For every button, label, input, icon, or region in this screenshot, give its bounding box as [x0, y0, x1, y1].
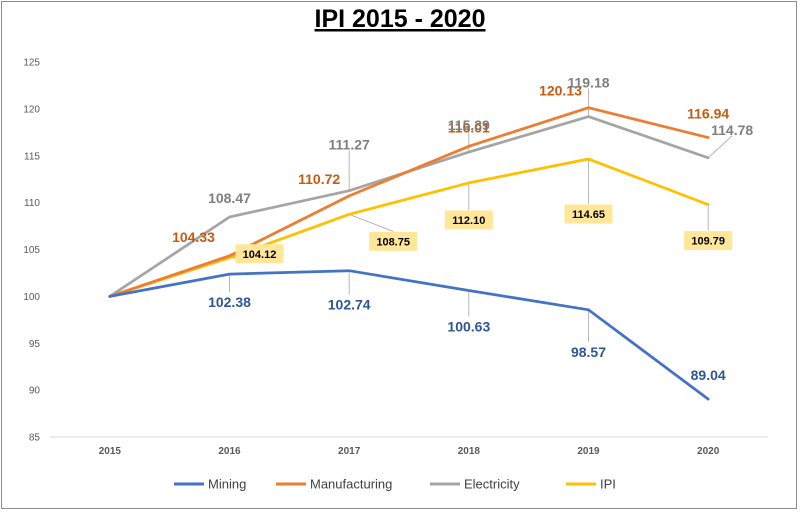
data-label: 98.57	[571, 344, 606, 360]
x-axis-ticks: 2015 2016 2017 2018 2019 2020	[99, 446, 720, 457]
y-tick-label: 100	[23, 292, 40, 303]
data-label: 111.27	[329, 137, 370, 153]
data-label: 102.38	[208, 294, 251, 310]
data-label: 104.12	[243, 249, 277, 261]
data-label-box	[444, 210, 493, 230]
data-labels: 102.38 102.74 100.63 98.57 89.04 104.33 110.72…	[172, 75, 753, 384]
series-line-electricity	[108, 115, 710, 298]
data-label: 102.74	[328, 297, 371, 313]
y-tick-label: 105	[23, 245, 40, 256]
legend-label-electricity: Electricity	[464, 477, 520, 492]
y-tick-label: 125	[23, 58, 40, 69]
x-tick-label: 2015	[99, 446, 122, 457]
series-line-manufacturing	[108, 106, 710, 298]
data-label: 108.47	[208, 190, 251, 206]
y-tick-label: 115	[24, 151, 40, 162]
legend: Mining Manufacturing Electricity IPI	[174, 477, 616, 492]
data-label: 104.33	[172, 229, 215, 245]
label-leader	[349, 213, 394, 232]
y-tick-label: 110	[24, 198, 40, 209]
x-tick-label: 2018	[458, 446, 481, 457]
data-label-box	[235, 244, 284, 264]
data-label: 108.75	[376, 236, 410, 248]
data-label: 116.01	[448, 119, 490, 135]
data-label: 120.13	[539, 83, 582, 99]
data-label: 110.72	[298, 171, 340, 187]
data-label: 119.18	[567, 75, 609, 91]
series-line-mining	[108, 269, 710, 401]
legend-label-manufacturing: Manufacturing	[310, 477, 392, 492]
data-label: 100.63	[447, 318, 490, 334]
data-label: 115.39	[448, 117, 490, 133]
data-label: 116.94	[687, 106, 729, 122]
data-label-box	[684, 231, 733, 251]
x-tick-label: 2017	[338, 446, 361, 457]
label-leader	[707, 135, 733, 159]
data-label: 114.65	[572, 209, 605, 221]
y-tick-label: 90	[29, 386, 41, 397]
data-label: 112.10	[452, 215, 485, 227]
series-lines	[108, 106, 710, 401]
y-axis-ticks: 85 90 95 100 105 110 115 120 125	[23, 58, 40, 444]
x-tick-label: 2016	[218, 446, 241, 457]
y-tick-label: 120	[23, 104, 40, 115]
data-label: 89.04	[691, 367, 726, 383]
chart-title: IPI 2015 - 2020	[315, 5, 486, 33]
data-label-box	[369, 231, 418, 251]
series-line-ipi	[108, 157, 710, 298]
x-tick-label: 2020	[697, 446, 720, 457]
y-tick-label: 85	[29, 433, 41, 444]
x-tick-label: 2019	[577, 446, 600, 457]
y-tick-label: 95	[29, 339, 41, 350]
legend-label-ipi: IPI	[600, 477, 616, 492]
legend-label-mining: Mining	[208, 477, 246, 492]
data-label: 114.78	[711, 122, 753, 138]
data-label-box	[564, 204, 613, 224]
data-label: 109.79	[691, 236, 725, 248]
